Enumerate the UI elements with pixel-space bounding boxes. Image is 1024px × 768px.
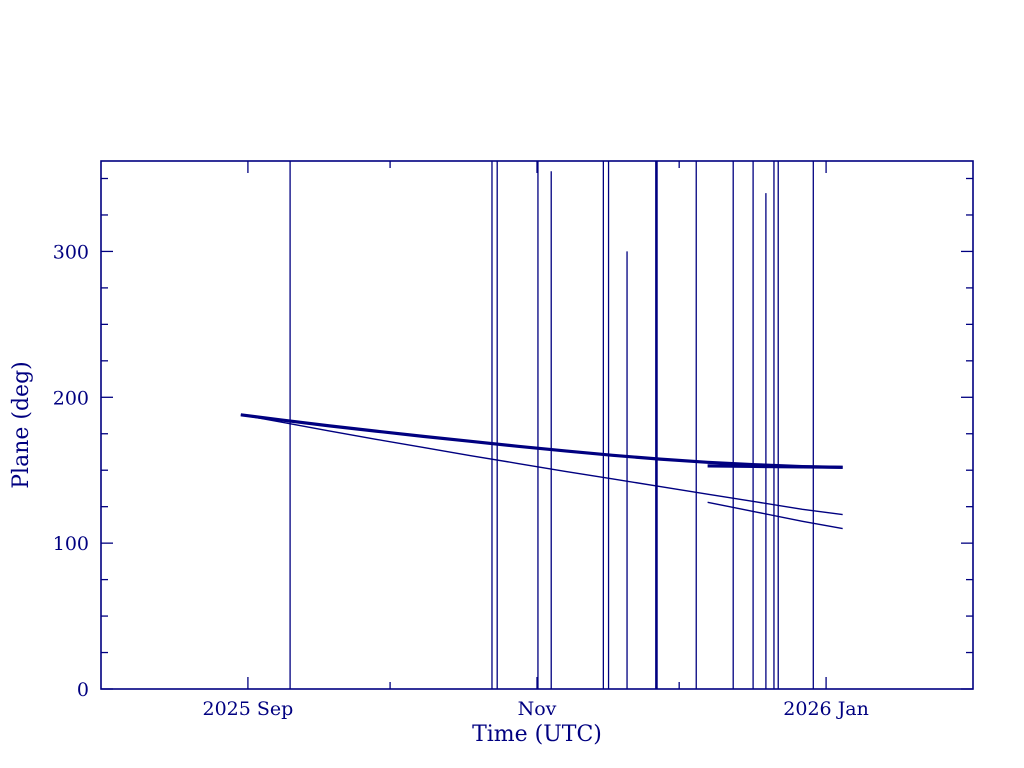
series-plane-lower-tail (707, 501, 843, 530)
data-series-group (240, 413, 843, 530)
x-axis-ticks (247, 161, 827, 689)
y-axis-tick-labels: 0 100 200 300 (53, 241, 89, 701)
y-axis-title: Plane (deg) (9, 361, 34, 489)
series-plane-upper (240, 413, 843, 469)
x-tick-label: 2025 Sep (202, 698, 293, 720)
series-plane-lower (240, 414, 843, 516)
y-tick-label: 200 (53, 387, 89, 409)
y-tick-label: 100 (53, 533, 89, 555)
x-axis-tick-labels: 2025 Sep Nov 2026 Jan (202, 698, 868, 720)
event-lines-group (289, 161, 814, 689)
y-tick-label: 300 (53, 241, 89, 263)
y-axis-ticks (101, 177, 973, 690)
series-plane-flat-tail (707, 464, 843, 469)
x-axis-title: Time (UTC) (472, 722, 602, 747)
x-tick-label: 2026 Jan (783, 698, 869, 720)
x-tick-label: Nov (518, 698, 557, 720)
y-tick-label: 0 (77, 679, 89, 701)
